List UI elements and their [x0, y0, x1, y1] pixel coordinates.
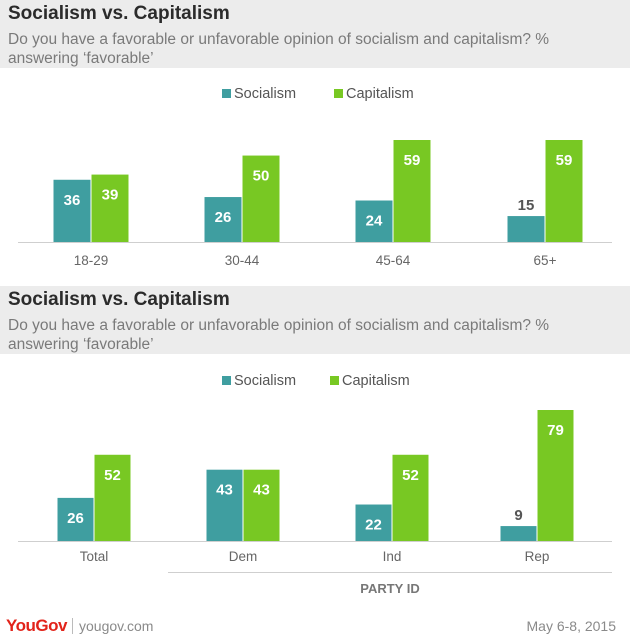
data-label-capitalism-total: 52	[104, 467, 121, 484]
data-label-socialism-dem: 43	[216, 482, 233, 499]
group-label-party-id: PARTY ID	[360, 581, 419, 596]
chart1-title: Socialism vs. Capitalism	[8, 3, 230, 24]
category-label-ind: Ind	[383, 549, 402, 564]
data-label-socialism-18-29: 36	[64, 192, 81, 209]
data-label-capitalism-30-44: 50	[253, 168, 270, 185]
category-label-18-29: 18-29	[74, 253, 109, 268]
bar-capitalism-total	[94, 454, 131, 541]
legend-label-capitalism: Capitalism	[346, 86, 414, 102]
bar-socialism-18-29	[53, 179, 91, 242]
bar-capitalism-18-29	[91, 174, 129, 242]
data-label-socialism-rep: 9	[514, 507, 522, 524]
legend-swatch-capitalism	[334, 89, 343, 98]
chart2-title: Socialism vs. Capitalism	[8, 289, 230, 310]
legend-label-socialism: Socialism	[234, 373, 296, 389]
bar-socialism-65+	[507, 216, 545, 242]
bar-group-45-64: 24 59	[355, 140, 431, 242]
bar-socialism-rep	[500, 526, 537, 541]
chart2-header: Socialism vs. Capitalism Do you have a f…	[0, 286, 630, 354]
category-label-dem: Dem	[229, 549, 258, 564]
survey-date: May 6-8, 2015	[526, 618, 617, 634]
bar-socialism-ind	[355, 504, 392, 541]
chart2-legend: Socialism Capitalism	[222, 373, 410, 389]
data-label-capitalism-65+: 59	[556, 152, 573, 169]
data-label-socialism-ind: 22	[365, 517, 382, 534]
legend-swatch-capitalism	[330, 376, 339, 385]
legend-label-socialism: Socialism	[234, 86, 296, 102]
yougov-logo: YouGov	[6, 616, 67, 635]
bar-socialism-45-64	[355, 200, 393, 242]
data-label-socialism-45-64: 24	[366, 213, 383, 230]
legend-label-capitalism: Capitalism	[342, 373, 410, 389]
data-label-capitalism-18-29: 39	[102, 187, 119, 204]
bar-capitalism-ind	[392, 454, 429, 541]
bar-group-dem: 43 43	[206, 469, 280, 541]
footer: YouGov yougov.com May 6-8, 2015	[0, 612, 630, 639]
bar-capitalism-65+	[545, 140, 583, 242]
chart1-subtitle: Do you have a favorable or unfavorable o…	[8, 31, 550, 67]
category-label-45-64: 45-64	[376, 253, 411, 268]
bar-group-total: 26 52	[57, 454, 131, 541]
chart2-party-id: Socialism Capitalism 26 52 Total 43 43 Dem 22 52 I…	[18, 373, 612, 596]
category-label-30-44: 30-44	[225, 253, 260, 268]
bar-group-ind: 22 52	[355, 454, 429, 541]
bar-capitalism-45-64	[393, 140, 431, 242]
data-label-socialism-total: 26	[67, 510, 84, 527]
bar-socialism-30-44	[204, 197, 242, 242]
data-label-capitalism-ind: 52	[402, 467, 419, 484]
bar-socialism-dem	[206, 469, 243, 541]
bar-capitalism-dem	[243, 469, 280, 541]
data-label-capitalism-45-64: 59	[404, 152, 421, 169]
category-label-total: Total	[80, 549, 109, 564]
data-label-socialism-30-44: 26	[215, 209, 232, 226]
data-label-socialism-65+: 15	[518, 197, 535, 214]
bar-group-rep: 9 79	[500, 410, 574, 541]
category-label-rep: Rep	[525, 549, 550, 564]
chart1-legend: Socialism Capitalism	[222, 86, 414, 102]
bar-socialism-total	[57, 497, 94, 541]
legend-swatch-socialism	[222, 89, 231, 98]
chart2-subtitle: Do you have a favorable or unfavorable o…	[8, 317, 550, 353]
bar-capitalism-rep	[537, 410, 574, 541]
chart1-age-groups: Socialism Capitalism 36 39 18-29 26 50 30-44 24 5…	[18, 86, 612, 268]
chart1-header: Socialism vs. Capitalism Do you have a f…	[0, 0, 630, 68]
data-label-capitalism-rep: 79	[547, 422, 564, 439]
data-label-capitalism-dem: 43	[253, 482, 270, 499]
bar-group-30-44: 26 50	[204, 155, 280, 242]
site-link[interactable]: yougov.com	[72, 618, 153, 634]
bar-group-18-29: 36 39	[53, 174, 129, 242]
legend-swatch-socialism	[222, 376, 231, 385]
bar-capitalism-30-44	[242, 155, 280, 242]
category-label-65+: 65+	[534, 253, 557, 268]
